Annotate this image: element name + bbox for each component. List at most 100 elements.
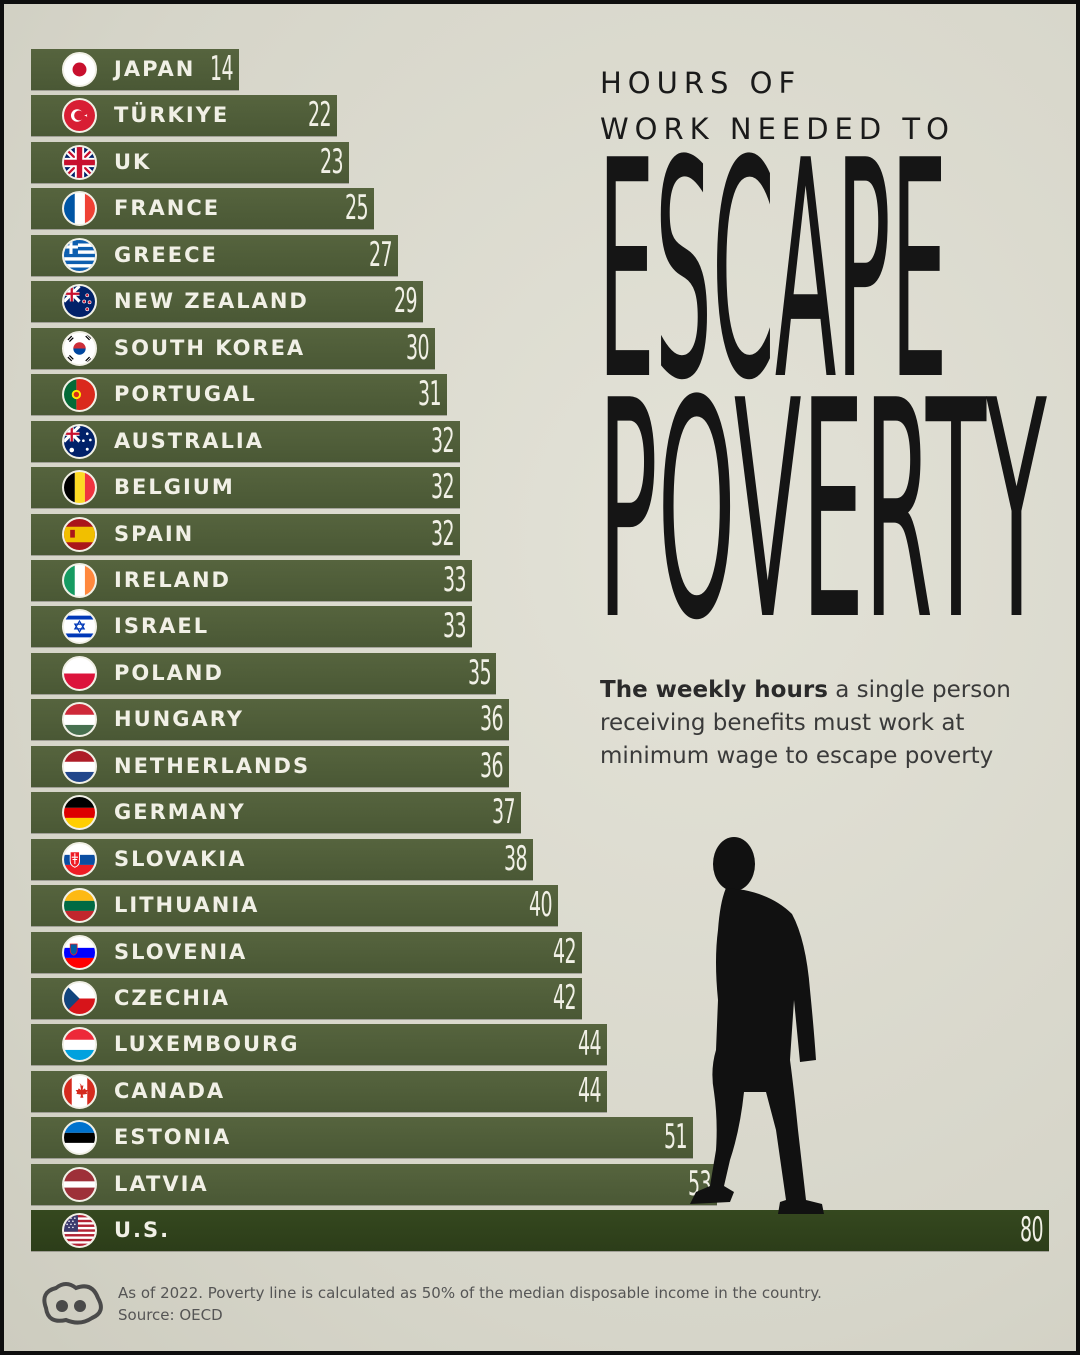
- estonia-flag-icon: [62, 1120, 97, 1156]
- bar-germany: GERMANY 37: [31, 792, 521, 834]
- bar-u-s-: U.S. 80: [31, 1210, 1049, 1252]
- value-label: 36: [479, 699, 504, 740]
- bar-chart: JAPAN 14 TÜRKIYE 22 UK 23 FRANCE 25 GREECE 27 NEW …: [4, 4, 1076, 1351]
- country-label: NETHERLANDS: [114, 753, 311, 778]
- value-label: 44: [577, 1024, 602, 1065]
- bar-uk: UK 23: [31, 141, 350, 183]
- bar-south-korea: SOUTH KOREA 30: [31, 327, 436, 369]
- bar-czechia: CZECHIA 42: [31, 978, 583, 1019]
- bar-belgium: BELGIUM 32: [31, 467, 460, 509]
- bar-latvia: LATVIA 53: [31, 1163, 718, 1205]
- australia-flag-icon: [62, 423, 97, 459]
- value-label: 42: [553, 978, 577, 1018]
- bar-portugal: PORTUGAL 31: [31, 374, 448, 416]
- bar-netherlands: NETHERLANDS 36: [31, 745, 509, 787]
- bar-canada: CANADA 44: [31, 1070, 607, 1112]
- belgium-flag-icon: [62, 470, 97, 506]
- value-label: 33: [443, 606, 467, 647]
- greece-flag-icon: [62, 237, 97, 273]
- country-label: U.S.: [114, 1218, 171, 1243]
- man-climbing-silhouette-icon: [690, 837, 824, 1214]
- value-label: 14: [209, 49, 234, 89]
- value-label: 40: [528, 885, 553, 926]
- hungary-flag-icon: [62, 702, 97, 738]
- portugal-flag-icon: [62, 377, 97, 413]
- us-flag-icon: [62, 1213, 97, 1249]
- country-label: ISRAEL: [114, 614, 210, 639]
- value-label: 23: [320, 141, 344, 182]
- bar-hungary: HUNGARY 36: [31, 699, 509, 741]
- value-label: 42: [553, 931, 577, 972]
- netherlands-flag-icon: [62, 748, 97, 784]
- country-label: SLOVENIA: [114, 939, 248, 964]
- bar-new-zealand: NEW ZEALAND 29: [31, 281, 423, 323]
- value-label: 25: [344, 188, 369, 229]
- canada-flag-icon: [62, 1073, 97, 1109]
- bar-poland: POLAND 35: [31, 652, 497, 694]
- lithuania-flag-icon: [62, 888, 97, 924]
- country-label: POLAND: [114, 660, 224, 685]
- country-label: AUSTRALIA: [114, 428, 264, 453]
- turkiye-flag-icon: [62, 98, 97, 134]
- bar-australia: AUSTRALIA 32: [31, 420, 460, 462]
- value-label: 32: [430, 467, 455, 508]
- title-big-poverty: POVERTY: [598, 337, 1047, 686]
- country-label: PORTUGAL: [114, 382, 257, 407]
- value-label: 27: [369, 234, 393, 275]
- value-label: 36: [479, 745, 504, 786]
- footnote-note: As of 2022. Poverty line is calculated a…: [118, 1284, 822, 1302]
- country-label: CZECHIA: [114, 986, 231, 1010]
- spain-flag-icon: [62, 516, 97, 552]
- country-label: SPAIN: [114, 521, 195, 546]
- bar-spain: SPAIN 32: [31, 513, 460, 555]
- publisher-logo-icon: [42, 1282, 103, 1325]
- country-label: LITHUANIA: [114, 893, 260, 918]
- value-label: 29: [393, 281, 418, 322]
- slovenia-flag-icon: [62, 934, 97, 970]
- country-label: JAPAN: [114, 57, 196, 81]
- japan-flag-icon: [62, 52, 97, 87]
- czechia-flag-icon: [62, 981, 97, 1016]
- value-label: 80: [1019, 1210, 1044, 1251]
- poster: JAPAN 14 TÜRKIYE 22 UK 23 FRANCE 25 GREECE 27 NEW …: [4, 4, 1076, 1351]
- bar-estonia: ESTONIA 51: [31, 1117, 693, 1159]
- country-label: UK: [114, 149, 152, 174]
- country-label: LATVIA: [114, 1171, 209, 1196]
- country-label: BELGIUM: [114, 475, 235, 500]
- country-label: LUXEMBOURG: [114, 1032, 300, 1057]
- footnote: As of 2022. Poverty line is calculated a…: [118, 1282, 822, 1326]
- south-korea-flag-icon: [62, 330, 97, 366]
- country-label: ESTONIA: [114, 1125, 232, 1150]
- bar-ireland: IRELAND 33: [31, 559, 472, 601]
- new-zealand-flag-icon: [62, 284, 97, 320]
- latvia-flag-icon: [62, 1166, 97, 1202]
- bar-lithuania: LITHUANIA 40: [31, 885, 558, 927]
- country-label: TÜRKIYE: [114, 103, 230, 128]
- subtitle-bold: The weekly hours: [600, 677, 828, 703]
- bar-t-rkiye: TÜRKIYE 22: [31, 95, 337, 137]
- subtitle: The weekly hours a single person receivi…: [600, 674, 1020, 773]
- country-label: HUNGARY: [114, 707, 244, 732]
- value-label: 51: [663, 1117, 688, 1158]
- title-line2: WORK NEEDED TO: [600, 112, 955, 146]
- france-flag-icon: [62, 191, 97, 227]
- poland-flag-icon: [62, 655, 97, 691]
- country-label: FRANCE: [114, 196, 221, 221]
- luxembourg-flag-icon: [62, 1027, 97, 1063]
- country-label: GREECE: [114, 242, 218, 267]
- uk-flag-icon: [62, 144, 97, 180]
- country-label: NEW ZEALAND: [114, 289, 309, 314]
- bar-slovakia: SLOVAKIA 38: [31, 838, 534, 880]
- value-label: 32: [430, 513, 455, 554]
- value-label: 37: [492, 792, 516, 833]
- subtitle-rest: a single person receiving benefits must …: [600, 677, 1011, 769]
- bar-israel: ISRAEL 33: [31, 606, 472, 648]
- bar-japan: JAPAN 14: [31, 49, 239, 90]
- value-label: 30: [406, 327, 430, 368]
- bar-slovenia: SLOVENIA 42: [31, 931, 583, 973]
- footnote-source: Source: OECD: [118, 1306, 223, 1324]
- value-label: 32: [430, 420, 455, 461]
- country-label: CANADA: [114, 1078, 226, 1103]
- title-line1: HOURS OF: [600, 66, 802, 100]
- country-label: SLOVAKIA: [114, 846, 247, 871]
